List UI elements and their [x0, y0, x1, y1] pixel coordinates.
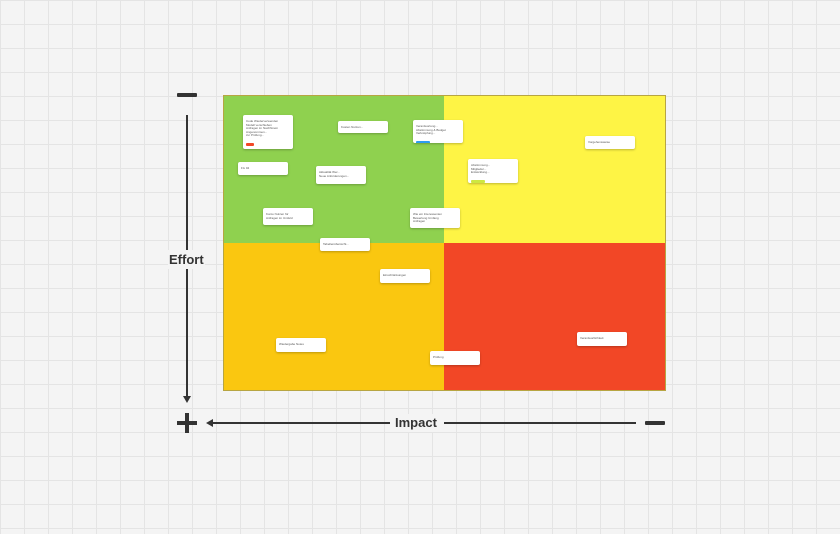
card-text: Kosten Nutzen...	[341, 125, 364, 130]
card[interactable]: Code Wiederverwenden Modell verschieben …	[243, 115, 293, 149]
card[interactable]: Wiedergabe Notes	[276, 338, 326, 352]
card-text: Verantwortung... Abstimmung & Budget Ver…	[416, 124, 446, 136]
card-text: Vorgehensweise	[588, 140, 611, 145]
plus-icon	[185, 413, 189, 433]
card-text: Wie ein Interessenten Bewertung Umfang A…	[413, 212, 443, 224]
card[interactable]: Vorgehensweise	[585, 136, 635, 149]
card[interactable]: Wie ein Interessenten Bewertung Umfang A…	[410, 208, 460, 228]
minus-icon	[177, 93, 197, 97]
card[interactable]: Fix 04	[238, 162, 288, 175]
card-text: Wiedergabe Notes	[279, 342, 304, 347]
card[interactable]: Abstimmung... Mitglieder... Entwicklung.…	[468, 159, 518, 183]
effort-axis-label: Effort	[168, 250, 205, 269]
card-text: Einschränkungen	[383, 273, 407, 278]
quadrant-high-effort-low-impact[interactable]	[444, 243, 666, 391]
card-text: Verantwortlichkeit	[580, 336, 604, 341]
card[interactable]: Kosten Nutzen...	[338, 121, 388, 133]
card[interactable]: Tabellenübersicht...	[320, 238, 370, 251]
card[interactable]: Konto Nutzen für Anfragen im Umfeld	[263, 208, 313, 225]
card-text: Abstimmung... Mitglieder... Entwicklung.…	[471, 163, 491, 175]
minus-icon	[645, 421, 665, 425]
arrow-down-icon	[183, 396, 191, 403]
card-tag	[471, 180, 485, 183]
card[interactable]: Einschränkungen	[380, 269, 430, 283]
card-text: Aktualität Wer... Neue Anforderungen...	[319, 170, 350, 178]
card-text: Konto Nutzen für Anfragen im Umfeld	[266, 212, 293, 220]
arrow-left-icon	[206, 419, 213, 427]
card[interactable]: Aktualität Wer... Neue Anforderungen...	[316, 166, 366, 184]
card-text: Tabellenübersicht...	[323, 242, 349, 247]
card[interactable]: Verantwortlichkeit	[577, 332, 627, 346]
quadrant-high-effort-high-impact[interactable]	[223, 243, 444, 391]
card-text: Code Wiederverwenden Modell verschieben …	[246, 119, 279, 138]
impact-label-bg	[390, 414, 444, 432]
card[interactable]: Prüfung	[430, 351, 480, 365]
card-tag	[416, 141, 430, 143]
card[interactable]: Verantwortung... Abstimmung & Budget Ver…	[413, 120, 463, 143]
card-text: Fix 04	[241, 166, 250, 171]
card-text: Prüfung	[433, 355, 444, 360]
impact-axis-label: Impact	[395, 415, 437, 430]
card-tag	[246, 142, 254, 146]
